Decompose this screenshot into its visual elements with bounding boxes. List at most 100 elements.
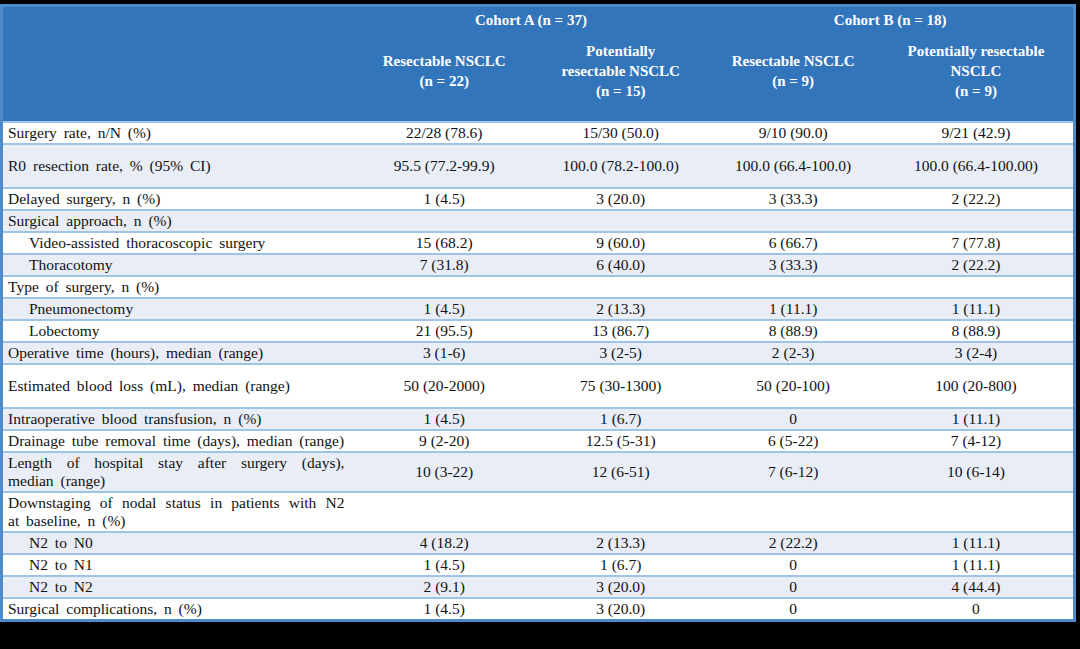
row-label: Estimated blood loss (mL), median (range… [2, 364, 355, 408]
cell-value: 9/10 (90.0) [707, 122, 878, 144]
cell-value [534, 276, 707, 298]
table-row: Operative time (hours), median (range)3 … [2, 342, 1075, 364]
table-row: Downstaging of nodal status in patients … [2, 492, 1075, 532]
cell-value: 75 (30-1300) [534, 364, 707, 408]
empty-label-header-cell [2, 31, 355, 122]
cell-value [879, 492, 1075, 532]
column-header-cohort-a-resectable: Resectable NSCLC(n = 22) [354, 31, 533, 122]
row-label: Surgical complications, n (%) [2, 598, 355, 621]
table-row: R0 resection rate, % (95% CI)95.5 (77.2-… [2, 144, 1075, 188]
cell-value: 13 (86.7) [534, 320, 707, 342]
cell-value [354, 276, 533, 298]
empty-corner-cell [2, 6, 355, 32]
cell-value: 8 (88.9) [707, 320, 878, 342]
cell-value: 22/28 (78.6) [354, 122, 533, 144]
row-label: Type of surgery, n (%) [2, 276, 355, 298]
table-row: Thoracotomy7 (31.8)6 (40.0)3 (33.3)2 (22… [2, 254, 1075, 276]
cell-value: 1 (11.1) [879, 298, 1075, 320]
surgery-outcomes-table: Cohort A (n = 37) Cohort B (n = 18) Rese… [0, 4, 1076, 622]
cell-value: 21 (95.5) [354, 320, 533, 342]
cell-value: 2 (9.1) [354, 576, 533, 598]
cell-value: 0 [879, 598, 1075, 621]
cell-value: 9 (60.0) [534, 232, 707, 254]
table-row: Video-assisted thoracoscopic surgery15 (… [2, 232, 1075, 254]
cell-value: 2 (22.2) [879, 254, 1075, 276]
cell-value: 4 (18.2) [354, 532, 533, 554]
row-label: Length of hospital stay after surgery (d… [2, 452, 355, 492]
table-row: Length of hospital stay after surgery (d… [2, 452, 1075, 492]
cell-value [534, 210, 707, 232]
cell-value: 100.0 (78.2-100.0) [534, 144, 707, 188]
cell-value [354, 492, 533, 532]
cell-value: 2 (22.2) [879, 188, 1075, 210]
table-row: Type of surgery, n (%) [2, 276, 1075, 298]
table-header: Cohort A (n = 37) Cohort B (n = 18) Rese… [2, 6, 1075, 123]
cell-value: 7 (31.8) [354, 254, 533, 276]
table-row: N2 to N04 (18.2)2 (13.3)2 (22.2)1 (11.1) [2, 532, 1075, 554]
cell-value: 2 (2-3) [707, 342, 878, 364]
cohort-group-row: Cohort A (n = 37) Cohort B (n = 18) [2, 6, 1075, 32]
cohort-a-header: Cohort A (n = 37) [354, 6, 707, 32]
cell-value: 4 (44.4) [879, 576, 1075, 598]
cell-value: 6 (66.7) [707, 232, 878, 254]
row-label: Thoracotomy [2, 254, 355, 276]
cell-value: 2 (13.3) [534, 532, 707, 554]
row-label: N2 to N2 [2, 576, 355, 598]
cell-value: 100.0 (66.4-100.0) [707, 144, 878, 188]
cell-value: 100.0 (66.4-100.00) [879, 144, 1075, 188]
table-row: Surgical approach, n (%) [2, 210, 1075, 232]
table-row: Surgery rate, n/N (%)22/28 (78.6)15/30 (… [2, 122, 1075, 144]
row-label: N2 to N1 [2, 554, 355, 576]
cell-value: 12 (6-51) [534, 452, 707, 492]
cell-value: 2 (22.2) [707, 532, 878, 554]
cell-value [707, 492, 878, 532]
table-row: N2 to N22 (9.1)3 (20.0)04 (44.4) [2, 576, 1075, 598]
cell-value: 9 (2-20) [354, 430, 533, 452]
row-label: Surgery rate, n/N (%) [2, 122, 355, 144]
cell-value: 6 (40.0) [534, 254, 707, 276]
cell-value: 8 (88.9) [879, 320, 1075, 342]
row-label: Delayed surgery, n (%) [2, 188, 355, 210]
cell-value: 10 (6-14) [879, 452, 1075, 492]
cell-value: 1 (6.7) [534, 408, 707, 430]
cell-value: 12.5 (5-31) [534, 430, 707, 452]
table-row: Surgical complications, n (%)1 (4.5)3 (2… [2, 598, 1075, 621]
cell-value: 95.5 (77.2-99.9) [354, 144, 533, 188]
cell-value: 1 (11.1) [879, 408, 1075, 430]
cell-value: 3 (33.3) [707, 188, 878, 210]
table-row: Lobectomy21 (95.5)13 (86.7)8 (88.9)8 (88… [2, 320, 1075, 342]
table-row: Delayed surgery, n (%)1 (4.5)3 (20.0)3 (… [2, 188, 1075, 210]
cell-value: 1 (4.5) [354, 408, 533, 430]
row-label: Operative time (hours), median (range) [2, 342, 355, 364]
cell-value: 1 (6.7) [534, 554, 707, 576]
cell-value: 3 (2-5) [534, 342, 707, 364]
row-label: Intraoperative blood transfusion, n (%) [2, 408, 355, 430]
cell-value: 0 [707, 408, 878, 430]
row-label: Lobectomy [2, 320, 355, 342]
cell-value: 1 (4.5) [354, 554, 533, 576]
cell-value: 3 (20.0) [534, 576, 707, 598]
cell-value: 3 (2-4) [879, 342, 1075, 364]
cell-value: 9/21 (42.9) [879, 122, 1075, 144]
cell-value [879, 276, 1075, 298]
cell-value: 7 (6-12) [707, 452, 878, 492]
cell-value: 15/30 (50.0) [534, 122, 707, 144]
cell-value: 1 (4.5) [354, 298, 533, 320]
cell-value: 3 (1-6) [354, 342, 533, 364]
cell-value: 50 (20-100) [707, 364, 878, 408]
cell-value [879, 210, 1075, 232]
table-row: N2 to N11 (4.5)1 (6.7)01 (11.1) [2, 554, 1075, 576]
cell-value: 10 (3-22) [354, 452, 533, 492]
cell-value: 100 (20-800) [879, 364, 1075, 408]
row-label: Video-assisted thoracoscopic surgery [2, 232, 355, 254]
table-row: Intraoperative blood transfusion, n (%)1… [2, 408, 1075, 430]
column-header-row: Resectable NSCLC(n = 22)Potentiallyresec… [2, 31, 1075, 122]
cell-value: 1 (4.5) [354, 598, 533, 621]
cell-value: 7 (77.8) [879, 232, 1075, 254]
cell-value: 1 (11.1) [879, 554, 1075, 576]
cohort-b-header: Cohort B (n = 18) [707, 6, 1074, 32]
cell-value: 1 (11.1) [707, 298, 878, 320]
cell-value [707, 210, 878, 232]
cell-value [534, 492, 707, 532]
row-label: Surgical approach, n (%) [2, 210, 355, 232]
